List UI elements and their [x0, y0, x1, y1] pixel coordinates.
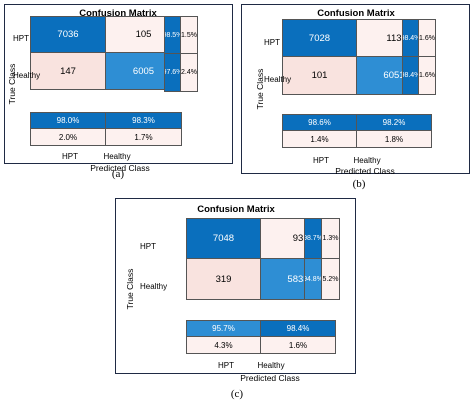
col-summary-cell: 98.6% — [283, 115, 357, 131]
row-summary-cell: 98.5% — [165, 17, 181, 54]
row-summary-cell: 1.5% — [181, 17, 197, 54]
matrix-c-caption: (c) — [230, 388, 244, 400]
col-summary-cell: 95.7% — [187, 321, 261, 337]
row-summary-cell: 98.4% — [403, 57, 419, 94]
col-summary-cell: 2.0% — [31, 129, 106, 145]
col-tick-label: Healthy — [103, 152, 131, 161]
col-summary-cell: 1.6% — [261, 337, 335, 353]
matrix-a-col-summary: 98.0% 98.3% 2.0% 1.7% — [30, 112, 182, 146]
row-tick-label: Healthy — [13, 71, 41, 80]
matrix-b-title: Confusion Matrix — [317, 8, 395, 19]
row-summary-cell: 98.7% — [305, 219, 322, 259]
row-summary-cell: 98.4% — [403, 20, 419, 57]
row-summary-cell: 97.6% — [165, 54, 181, 91]
matrix-a-main-grid: 7036 105 147 6005 — [30, 16, 182, 90]
row-summary-cell: 1.3% — [322, 219, 339, 259]
matrix-b-row-summary: 98.4%1.6%98.4%1.6% — [402, 19, 436, 95]
matrix-c-xlabel: Predicted Class — [240, 373, 300, 383]
matrix-cell: 7028 — [283, 20, 357, 57]
row-summary-cell: 1.6% — [419, 57, 435, 94]
row-tick-label: Healthy — [140, 282, 168, 291]
matrix-a-xlabel: Predicted Class — [90, 163, 150, 173]
matrix-cell: 101 — [283, 57, 357, 94]
matrix-b-xlabel: Predicted Class — [335, 166, 395, 176]
row-tick-label: HPT — [140, 242, 156, 251]
col-summary-cell: 1.8% — [357, 131, 431, 147]
col-summary-cell: 1.4% — [283, 131, 357, 147]
row-tick-label: HPT — [13, 34, 29, 43]
col-summary-cell: 4.3% — [187, 337, 261, 353]
col-summary-cell: 98.2% — [357, 115, 431, 131]
matrix-a-title: Confusion Matrix — [79, 8, 157, 19]
col-tick-label: Healthy — [257, 361, 285, 370]
matrix-cell: 319 — [187, 259, 261, 299]
row-summary-cell: 5.2% — [322, 259, 339, 299]
matrix-cell: 7036 — [31, 17, 106, 53]
row-summary-cell: 1.6% — [419, 20, 435, 57]
row-tick-label: Healthy — [264, 75, 292, 84]
matrix-a-ylabel: True Class — [7, 63, 17, 105]
matrix-cell: 7048 — [187, 219, 261, 259]
matrix-c-title: Confusion Matrix — [197, 204, 275, 215]
row-tick-label: HPT — [264, 38, 280, 47]
matrix-c-row-summary: 98.7%1.3%94.8%5.2% — [304, 218, 340, 300]
matrix-c-col-summary: 95.7% 98.4% 4.3% 1.6% — [186, 320, 336, 354]
col-summary-cell: 98.4% — [261, 321, 335, 337]
col-summary-cell: 1.7% — [106, 129, 181, 145]
matrix-b-caption: (b) — [352, 178, 366, 190]
matrix-b-col-summary: 98.6% 98.2% 1.4% 1.8% — [282, 114, 432, 148]
row-summary-cell: 94.8% — [305, 259, 322, 299]
matrix-a-caption: (a) — [111, 168, 125, 180]
col-tick-label: HPT — [313, 156, 329, 165]
matrix-c-ylabel: True Class — [125, 268, 135, 310]
col-tick-label: HPT — [62, 152, 78, 161]
row-summary-cell: 2.4% — [181, 54, 197, 91]
col-tick-label: HPT — [218, 361, 234, 370]
col-summary-cell: 98.0% — [31, 113, 106, 129]
matrix-b-ylabel: True Class — [255, 68, 265, 110]
matrix-a-row-summary: 98.5%1.5%97.6%2.4% — [164, 16, 198, 92]
col-summary-cell: 98.3% — [106, 113, 181, 129]
matrix-cell: 147 — [31, 53, 106, 89]
col-tick-label: Healthy — [353, 156, 381, 165]
